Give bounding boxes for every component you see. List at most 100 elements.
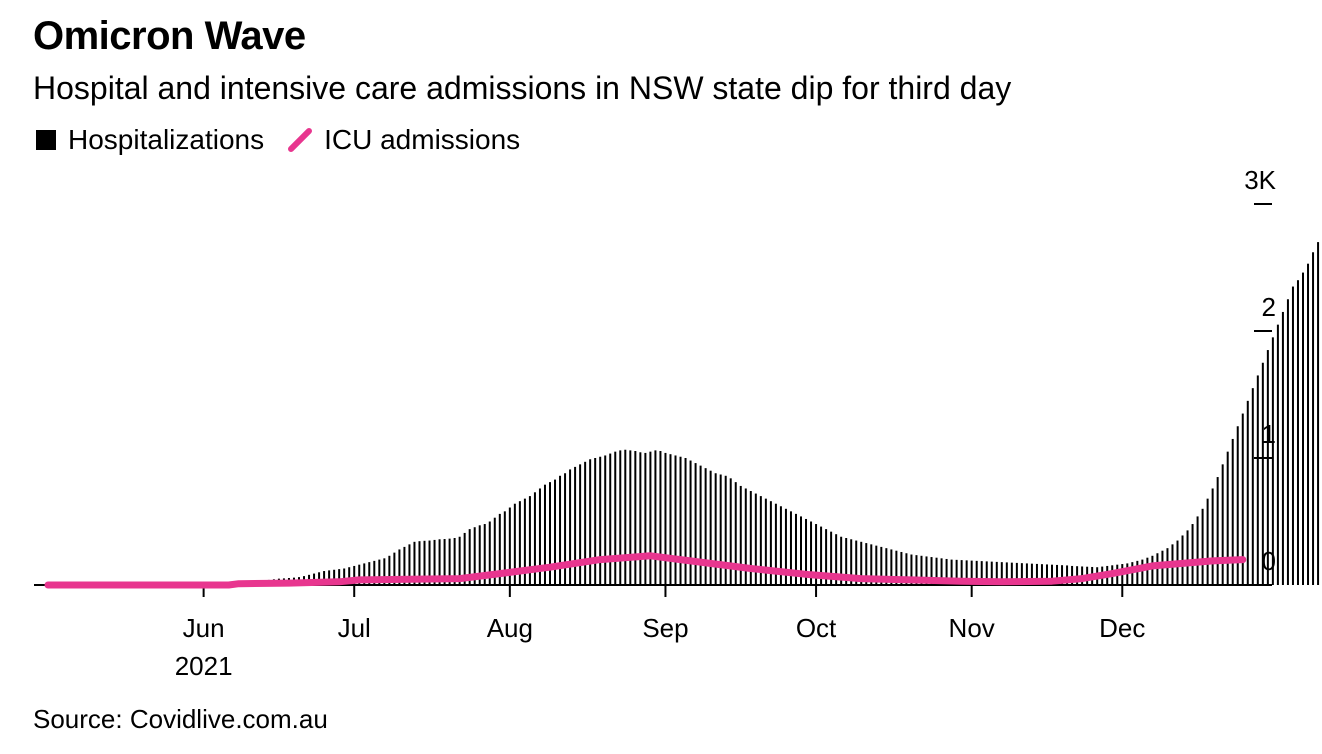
bar-hospitalizations — [729, 478, 732, 585]
bar-hospitalizations — [1241, 413, 1244, 585]
bar-hospitalizations — [403, 546, 406, 585]
bar-hospitalizations — [684, 458, 687, 585]
bar-hospitalizations — [990, 561, 993, 585]
bar-hospitalizations — [508, 507, 511, 585]
chart-subtitle: Hospital and intensive care admissions i… — [33, 70, 1012, 106]
hospitalization-bars — [257, 242, 1320, 586]
legend-label-hospitalizations: Hospitalizations — [68, 124, 265, 155]
bar-hospitalizations — [373, 560, 376, 585]
bar-hospitalizations — [960, 560, 963, 585]
bar-hospitalizations — [905, 553, 908, 585]
bar-hospitalizations — [1291, 286, 1294, 585]
bar-hospitalizations — [448, 538, 451, 585]
bar-hospitalizations — [408, 544, 411, 585]
bar-hospitalizations — [584, 461, 587, 585]
bar-hospitalizations — [890, 549, 893, 585]
bar-hospitalizations — [739, 485, 742, 585]
bar-hospitalizations — [714, 473, 717, 585]
bar-hospitalizations — [759, 496, 762, 585]
bar-hospitalizations — [659, 451, 662, 585]
bar-hospitalizations — [805, 518, 808, 585]
bar-hospitalizations — [488, 521, 491, 585]
bar-hospitalizations — [1296, 280, 1299, 585]
bar-hospitalizations — [900, 551, 903, 585]
bar-hospitalizations — [458, 536, 461, 585]
bar-hospitalizations — [498, 513, 501, 585]
bar-hospitalizations — [915, 555, 918, 585]
bar-hospitalizations — [398, 549, 401, 585]
bar-hospitalizations — [880, 546, 883, 585]
bar-hospitalizations — [860, 541, 863, 585]
bar-hospitalizations — [674, 455, 677, 585]
bar-hospitalizations — [825, 529, 828, 585]
bar-hospitalizations — [689, 460, 692, 585]
bar-hospitalizations — [1066, 565, 1069, 585]
bar-hospitalizations — [935, 557, 938, 585]
bar-hospitalizations — [885, 548, 888, 585]
bar-hospitalizations — [850, 539, 853, 585]
bar-hospitalizations — [559, 475, 562, 585]
bar-hospitalizations — [845, 538, 848, 585]
bar-hospitalizations — [624, 449, 627, 585]
bar-hospitalizations — [614, 451, 617, 585]
bar-hospitalizations — [699, 465, 702, 585]
bar-hospitalizations — [1286, 299, 1289, 585]
bar-hospitalizations — [734, 482, 737, 585]
bar-hospitalizations — [589, 459, 592, 585]
bar-hospitalizations — [865, 543, 868, 585]
bar-hospitalizations — [634, 451, 637, 585]
bar-hospitalizations — [1146, 557, 1149, 585]
bar-hospitalizations — [784, 508, 787, 585]
bar-hospitalizations — [1256, 375, 1259, 585]
bar-hospitalizations — [554, 479, 557, 585]
bar-hospitalizations — [604, 455, 607, 585]
bar-hospitalizations — [945, 558, 948, 585]
bar-hospitalizations — [1020, 563, 1023, 585]
bar-hospitalizations — [579, 464, 582, 585]
y-axis: 0 1 2 3K — [1244, 165, 1277, 586]
bar-hospitalizations — [1056, 564, 1059, 585]
bar-hospitalizations — [609, 453, 612, 585]
bar-hospitalizations — [895, 550, 898, 585]
bar-hospitalizations — [443, 539, 446, 585]
bar-hospitalizations — [1231, 438, 1234, 585]
bar-hospitalizations — [619, 450, 622, 585]
bar-hospitalizations — [1191, 524, 1194, 585]
x-tick-label: Dec — [1099, 613, 1145, 643]
bar-hospitalizations — [724, 475, 727, 585]
bar-hospitalizations — [709, 470, 712, 585]
bar-hospitalizations — [1221, 464, 1224, 585]
bar-hospitalizations — [789, 511, 792, 585]
bar-hospitalizations — [830, 531, 833, 585]
bar-hospitalizations — [910, 554, 913, 585]
bar-hospitalizations — [1271, 337, 1274, 585]
bar-hospitalizations — [493, 517, 496, 585]
bar-hospitalizations — [1251, 388, 1254, 585]
bar-hospitalizations — [654, 450, 657, 585]
bar-hospitalizations — [513, 503, 516, 585]
bar-hospitalizations — [549, 482, 551, 585]
bar-hospitalizations — [363, 563, 366, 585]
bar-hospitalizations — [995, 561, 998, 585]
bar-hospitalizations — [965, 560, 968, 585]
icu-admissions-line — [44, 552, 1247, 589]
x-tick-year-label: 2021 — [175, 651, 233, 681]
bar-hospitalizations — [1000, 562, 1003, 585]
bar-hospitalizations — [940, 558, 943, 585]
bar-hospitalizations — [644, 452, 647, 585]
bar-hospitalizations — [533, 492, 536, 585]
bar-hospitalizations — [1211, 488, 1214, 585]
bar-hospitalizations — [318, 572, 321, 585]
bar-hospitalizations — [950, 559, 953, 585]
bar-hospitalizations — [1051, 564, 1053, 585]
bar-hospitalizations — [353, 565, 356, 585]
x-tick-label: Jul — [338, 613, 371, 643]
chart-source: Source: Covidlive.com.au — [33, 704, 328, 734]
legend-item-hospitalizations: Hospitalizations — [36, 124, 264, 156]
bar-hospitalizations — [1136, 560, 1139, 585]
bar-hospitalizations — [794, 513, 797, 585]
bar-hospitalizations — [428, 540, 431, 585]
bar-hospitalizations — [1015, 562, 1018, 585]
bar-hospitalizations — [1276, 324, 1279, 585]
x-axis: Jun 2021 Jul Aug Sep Oct Nov Dec — [175, 585, 1145, 681]
